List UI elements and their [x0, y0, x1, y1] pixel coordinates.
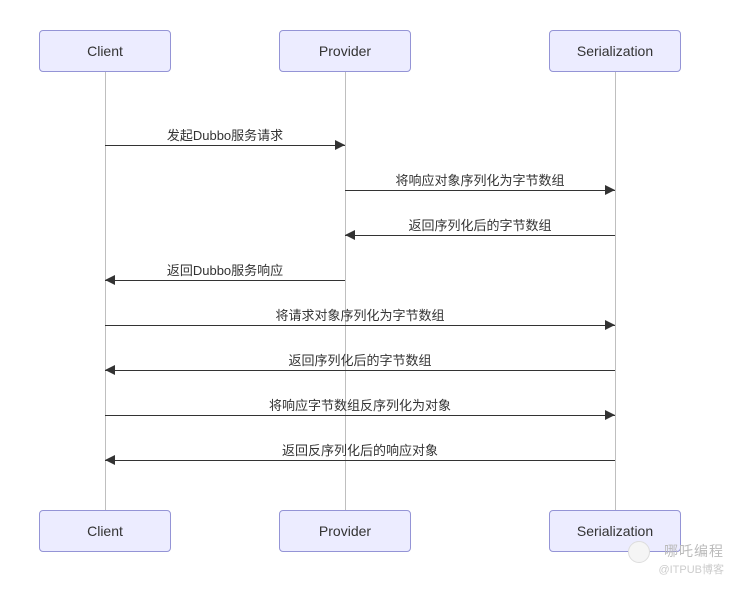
participant-provider-bottom: Provider — [279, 510, 411, 552]
message-arrow-4 — [105, 325, 615, 326]
message-arrowhead-0 — [335, 140, 345, 150]
participant-serialization-top: Serialization — [549, 30, 681, 72]
message-arrowhead-6 — [605, 410, 615, 420]
message-arrow-2 — [345, 235, 615, 236]
message-arrow-5 — [105, 370, 615, 371]
message-arrowhead-1 — [605, 185, 615, 195]
participant-client-top: Client — [39, 30, 171, 72]
message-arrowhead-5 — [105, 365, 115, 375]
message-label-2: 返回序列化后的字节数组 — [345, 215, 615, 234]
message-arrowhead-7 — [105, 455, 115, 465]
message-arrow-6 — [105, 415, 615, 416]
lifeline-serialization — [615, 72, 616, 510]
message-arrowhead-4 — [605, 320, 615, 330]
participant-client-bottom: Client — [39, 510, 171, 552]
participant-serialization-bottom: Serialization — [549, 510, 681, 552]
watermark-main: 哪吒编程 — [664, 541, 724, 561]
watermark-icon — [628, 541, 650, 563]
sequence-diagram: Client Client Provider Provider Serializatio… — [0, 0, 746, 591]
message-label-5: 返回序列化后的字节数组 — [105, 350, 615, 369]
message-label-4: 将请求对象序列化为字节数组 — [105, 305, 615, 324]
message-label-7: 返回反序列化后的响应对象 — [105, 440, 615, 459]
message-arrowhead-3 — [105, 275, 115, 285]
message-label-6: 将响应字节数组反序列化为对象 — [105, 395, 615, 414]
message-arrow-0 — [105, 145, 345, 146]
message-label-1: 将响应对象序列化为字节数组 — [345, 170, 615, 189]
participant-provider-top: Provider — [279, 30, 411, 72]
message-arrow-1 — [345, 190, 615, 191]
message-arrowhead-2 — [345, 230, 355, 240]
message-label-0: 发起Dubbo服务请求 — [105, 125, 345, 144]
message-arrow-7 — [105, 460, 615, 461]
message-arrow-3 — [105, 280, 345, 281]
message-label-3: 返回Dubbo服务响应 — [105, 260, 345, 279]
watermark-sub: @ITPUB博客 — [658, 561, 724, 577]
